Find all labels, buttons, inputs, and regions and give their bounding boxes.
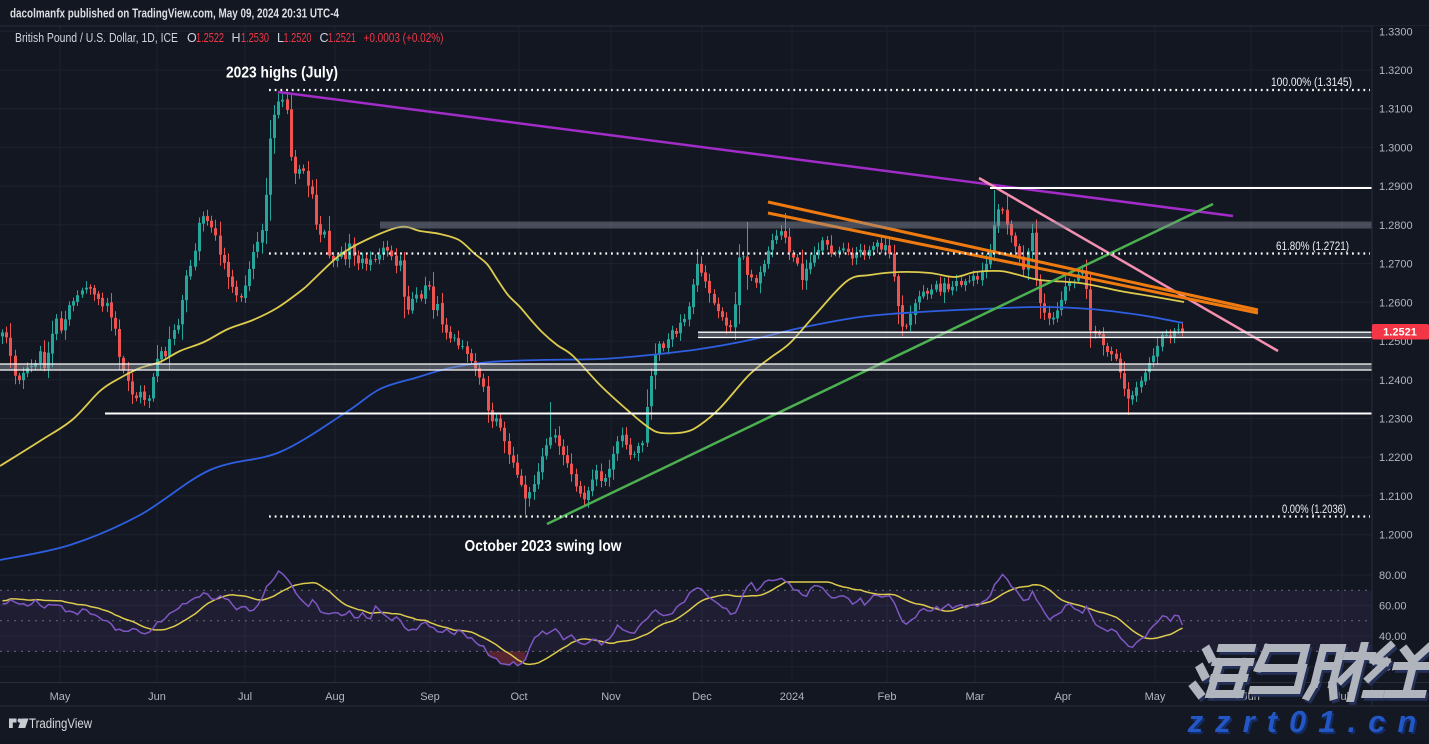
svg-text:Apr: Apr xyxy=(1054,691,1071,703)
svg-text:1.3300: 1.3300 xyxy=(1379,26,1413,38)
svg-text:1.2000: 1.2000 xyxy=(1379,530,1413,542)
svg-text:Sep: Sep xyxy=(420,691,440,703)
svg-text:1.2300: 1.2300 xyxy=(1379,414,1413,426)
svg-text:zzrt01.cn: zzrt01.cn xyxy=(1189,706,1429,739)
svg-text:Jul: Jul xyxy=(238,691,252,703)
svg-text:Dec: Dec xyxy=(692,691,712,703)
svg-text:61.80% (1.2721): 61.80% (1.2721) xyxy=(1276,241,1349,253)
svg-text:British Pound / U.S. Dollar, 1: British Pound / U.S. Dollar, 1D, ICE xyxy=(15,31,178,45)
svg-text:O: O xyxy=(187,31,197,45)
svg-text:40.00: 40.00 xyxy=(1379,631,1407,643)
svg-text:Oct: Oct xyxy=(510,691,527,703)
svg-text:1.2100: 1.2100 xyxy=(1379,491,1413,503)
svg-text:C: C xyxy=(320,31,329,45)
svg-text:100.00% (1.3145): 100.00% (1.3145) xyxy=(1271,77,1352,89)
svg-text:Mar: Mar xyxy=(966,691,985,703)
svg-text:October 2023 swing low: October 2023 swing low xyxy=(465,538,623,555)
svg-text:1.2522: 1.2522 xyxy=(196,31,224,45)
svg-text:zzrt01.cn: zzrt01.cn xyxy=(1187,704,1429,739)
svg-text:1.2200: 1.2200 xyxy=(1379,452,1413,464)
svg-text:1.2700: 1.2700 xyxy=(1379,259,1413,271)
svg-text:dacolmanfx published on Tradin: dacolmanfx published on TradingView.com,… xyxy=(10,6,340,21)
svg-text:1.2600: 1.2600 xyxy=(1379,297,1413,309)
svg-text:May: May xyxy=(50,691,71,703)
svg-text:2023 highs (July): 2023 highs (July) xyxy=(226,65,338,82)
svg-text:1.2800: 1.2800 xyxy=(1379,220,1413,232)
svg-text:Feb: Feb xyxy=(878,691,897,703)
svg-text:H: H xyxy=(232,31,241,45)
svg-text:1.3000: 1.3000 xyxy=(1379,142,1413,154)
svg-text:1.2520: 1.2520 xyxy=(284,31,312,45)
svg-text:1.2521: 1.2521 xyxy=(1383,327,1417,339)
svg-text:Aug: Aug xyxy=(325,691,345,703)
svg-text:Nov: Nov xyxy=(601,691,621,703)
svg-text:1.2400: 1.2400 xyxy=(1379,375,1413,387)
svg-text:May: May xyxy=(1145,691,1166,703)
svg-text:2024: 2024 xyxy=(780,691,804,703)
svg-text:+0.0003 (+0.02%): +0.0003 (+0.02%) xyxy=(364,31,444,45)
svg-text:Jun: Jun xyxy=(148,691,166,703)
svg-text:L: L xyxy=(277,31,284,45)
svg-text:60.00: 60.00 xyxy=(1379,601,1407,613)
svg-text:TradingView: TradingView xyxy=(29,716,92,731)
svg-text:1.2530: 1.2530 xyxy=(241,31,269,45)
svg-text:0.00% (1.2036): 0.00% (1.2036) xyxy=(1282,504,1346,516)
svg-text:80.00: 80.00 xyxy=(1379,570,1407,582)
svg-text:1.2900: 1.2900 xyxy=(1379,181,1413,193)
svg-text:1.2521: 1.2521 xyxy=(328,31,356,45)
svg-text:1.3100: 1.3100 xyxy=(1379,104,1413,116)
svg-text:1.3200: 1.3200 xyxy=(1379,65,1413,77)
